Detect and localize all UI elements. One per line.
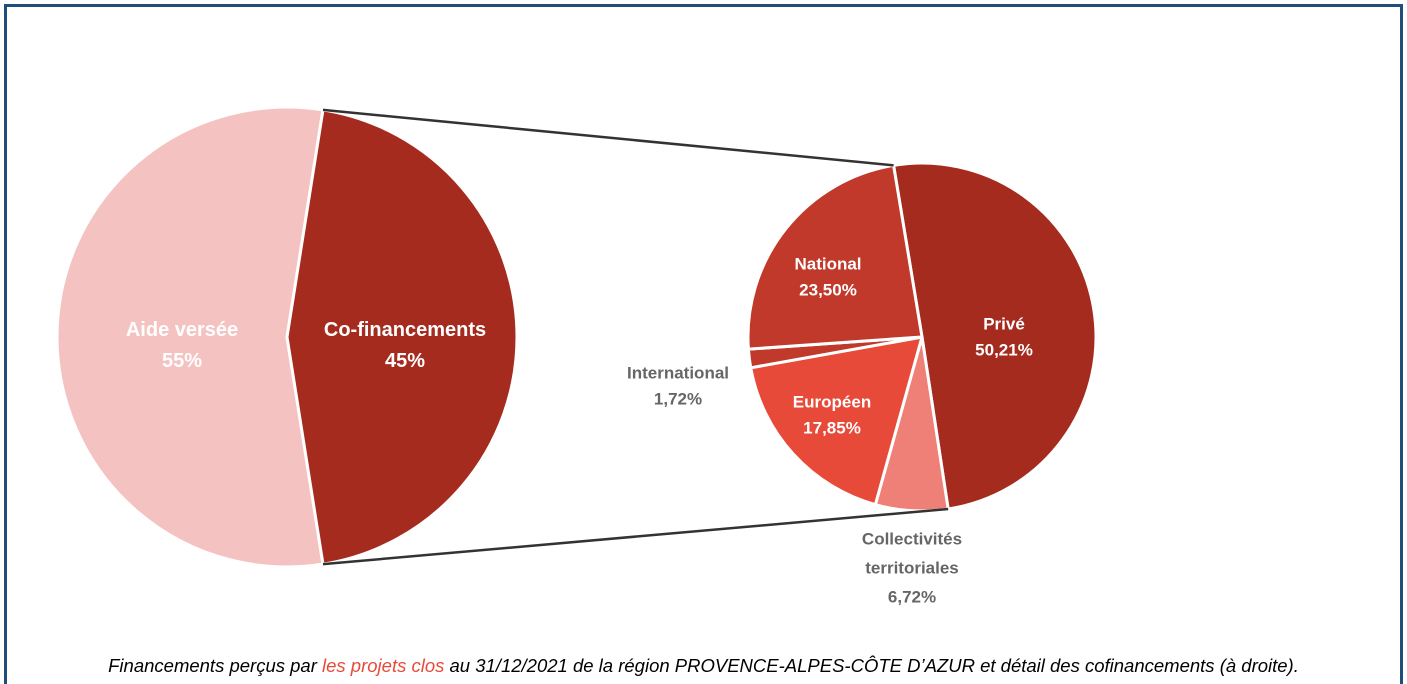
slice-name: National bbox=[794, 254, 862, 274]
slice-value: 45% bbox=[384, 350, 426, 372]
pie-slice bbox=[55, 105, 325, 569]
connector bbox=[322, 108, 894, 167]
slice-name: International bbox=[626, 363, 730, 383]
slice-value: 1,72% bbox=[653, 390, 703, 409]
slice-label: Collectivités territoriales 6,72% bbox=[837, 526, 987, 613]
slice-name: Privé bbox=[983, 314, 1025, 334]
pie-slice bbox=[749, 335, 924, 507]
slice-value: 6,72% bbox=[887, 587, 937, 607]
caption-text: au 31/12/2021 de la région PROVENCE-ALPE… bbox=[444, 655, 1299, 676]
slice-name: Co-financements bbox=[323, 319, 487, 341]
slice-name: Collectivités territoriales bbox=[861, 529, 963, 578]
connector bbox=[322, 507, 949, 566]
slice-label: Aide versée 55% bbox=[126, 315, 238, 377]
slice-value: 50,21% bbox=[975, 341, 1033, 360]
slice-label: International 1,72% bbox=[627, 361, 729, 414]
slice-label: National 23,50% bbox=[794, 252, 861, 305]
slice-label: Privé 50,21% bbox=[975, 312, 1033, 365]
caption-text: Financements perçus par bbox=[108, 655, 323, 676]
slice-name: Européen bbox=[792, 392, 872, 412]
slice-label: Co-financements 45% bbox=[324, 315, 486, 377]
slice-name: Aide versée bbox=[125, 319, 239, 341]
pie-slice bbox=[892, 161, 1098, 511]
slice-label: Européen 17,85% bbox=[793, 390, 871, 443]
slice-value: 17,85% bbox=[803, 419, 861, 438]
caption-highlight: les projets clos bbox=[322, 655, 445, 676]
pie-slice bbox=[285, 108, 519, 566]
slice-value: 55% bbox=[161, 350, 203, 372]
slice-value: 23,50% bbox=[799, 281, 857, 300]
frame bbox=[4, 4, 1403, 684]
pie-slice bbox=[746, 163, 924, 351]
caption: Financements perçus par les projets clos… bbox=[0, 655, 1407, 677]
